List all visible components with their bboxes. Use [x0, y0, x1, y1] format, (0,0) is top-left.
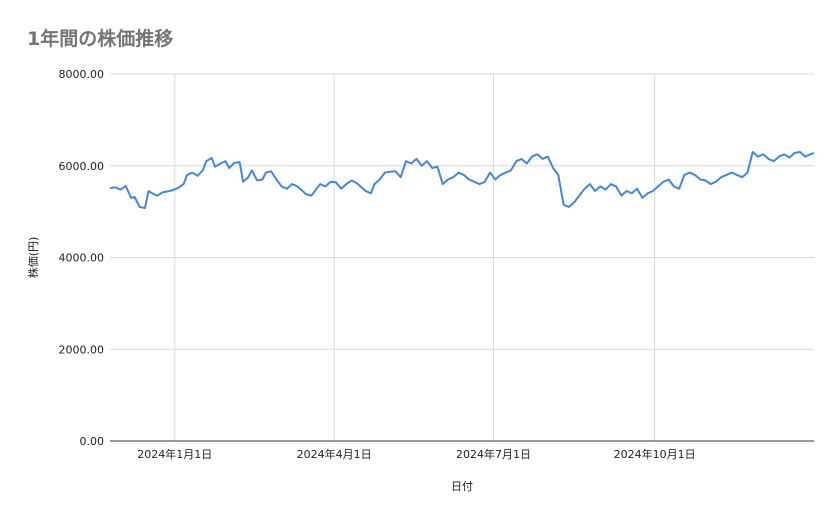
y-tick-label: 4000.00: [59, 252, 105, 265]
gridlines: [110, 73, 814, 441]
x-axis-ticks: 2024年1月1日 2024年4月1日 2024年7月1日 2024年10月1日: [137, 447, 695, 461]
x-tick-label: 2024年7月1日: [456, 447, 531, 461]
x-tick-label: 2024年10月1日: [614, 447, 696, 461]
x-tick-label: 2024年4月1日: [297, 447, 372, 461]
y-axis-ticks: 0.00 2000.00 4000.00 6000.00 8000.00: [59, 68, 105, 448]
y-axis-title: 株価(円): [26, 237, 40, 279]
y-tick-label: 8000.00: [59, 68, 105, 81]
series-line: [109, 151, 815, 209]
y-tick-label: 6000.00: [59, 160, 105, 173]
y-tick-label: 0.00: [80, 435, 105, 448]
chart-title: 1年間の株価推移: [27, 28, 174, 50]
x-axis-title: 日付: [451, 480, 473, 493]
x-tick-label: 2024年1月1日: [137, 447, 212, 461]
y-tick-label: 2000.00: [59, 343, 105, 356]
